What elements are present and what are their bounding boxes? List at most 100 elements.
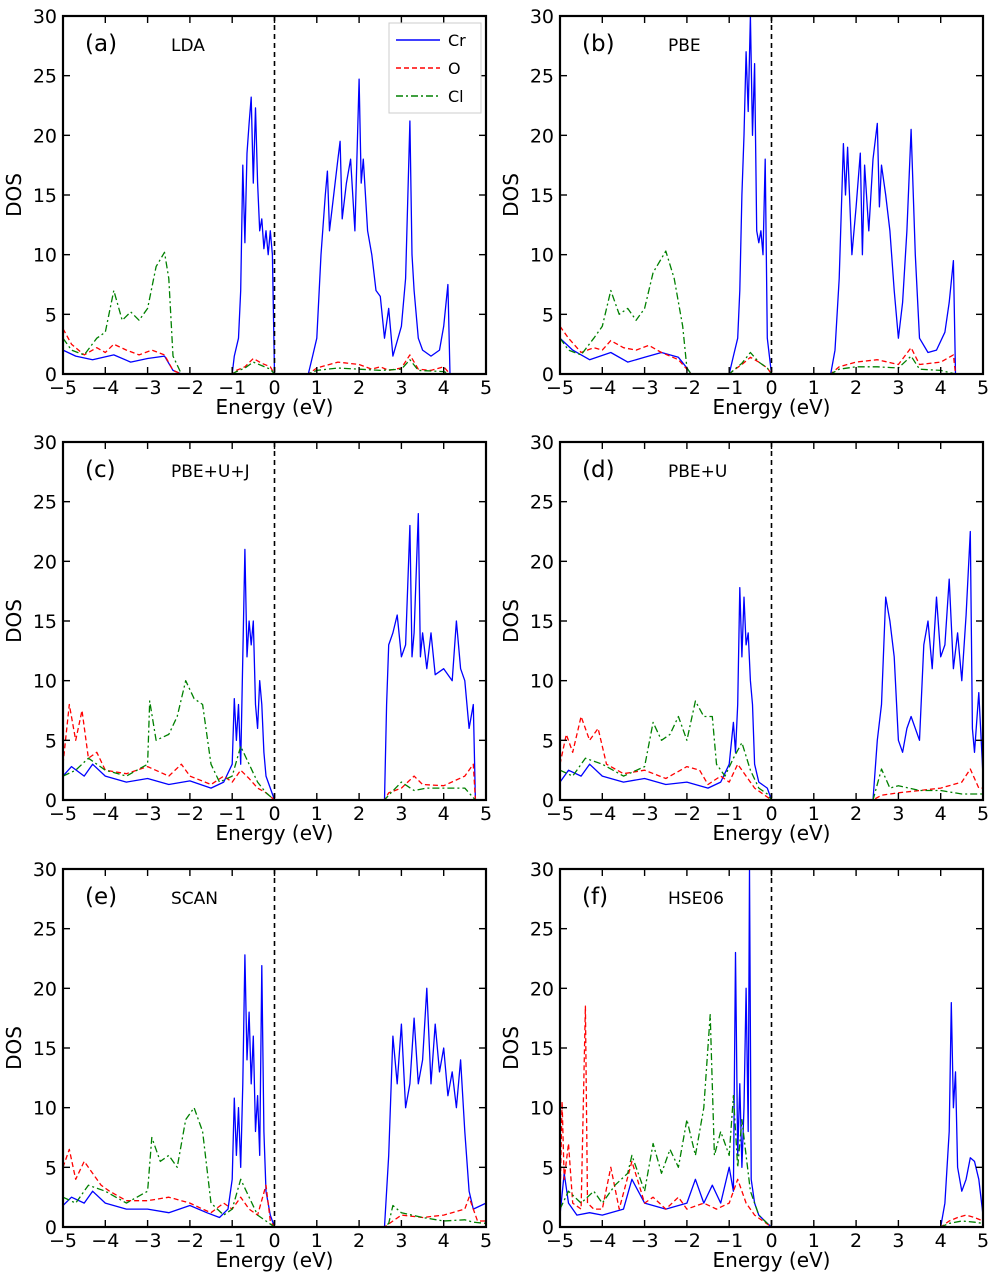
legend-label-cr: Cr	[448, 31, 466, 50]
legend-box	[388, 22, 482, 114]
y-tick-label: 25	[530, 66, 554, 88]
x-tick-label: 5	[977, 803, 989, 825]
x-tick-label: 4	[438, 803, 450, 825]
series-group	[560, 869, 983, 1227]
x-tick-label: 0	[765, 803, 777, 825]
y-axis-label: DOS	[499, 173, 523, 217]
x-tick-label: −4	[588, 1230, 616, 1252]
x-tick-label: −2	[673, 1230, 701, 1252]
series-line-cr	[63, 78, 451, 374]
y-axis-label: DOS	[499, 599, 523, 643]
series-line-o	[63, 703, 477, 800]
x-tick-label: −1	[218, 803, 246, 825]
panel-label: (a)	[85, 31, 117, 57]
x-tick-label: 0	[765, 1230, 777, 1252]
y-tick-label: 20	[33, 978, 57, 1000]
y-tick-label: 25	[530, 919, 554, 941]
y-tick-label: 5	[45, 304, 57, 326]
panel-label: (c)	[85, 457, 116, 483]
y-tick-label: 5	[45, 730, 57, 752]
x-axis-label: Energy (eV)	[216, 821, 334, 845]
y-tick-label: 5	[542, 1157, 554, 1179]
x-tick-label: −3	[631, 377, 659, 399]
x-tick-label: 5	[480, 377, 492, 399]
y-tick-label: 0	[542, 790, 554, 812]
series-group	[560, 530, 983, 800]
x-tick-label: −1	[218, 1230, 246, 1252]
y-tick-label: 10	[530, 671, 554, 693]
legend-label-cl: Cl	[448, 87, 464, 106]
series-line-cl	[63, 1107, 486, 1227]
series-line-o	[63, 1148, 486, 1227]
series-line-cl	[63, 251, 451, 374]
y-tick-label: 0	[542, 364, 554, 386]
x-tick-label: −2	[673, 803, 701, 825]
series-line-cr	[63, 512, 477, 800]
x-tick-label: −4	[91, 803, 119, 825]
x-tick-label: 4	[935, 1230, 947, 1252]
series-line-cr	[560, 16, 957, 374]
method-label: PBE	[668, 36, 701, 56]
series-line-o	[63, 328, 451, 374]
y-tick-label: 20	[530, 978, 554, 1000]
x-tick-label: −3	[631, 1230, 659, 1252]
y-tick-label: 0	[45, 1217, 57, 1239]
y-tick-label: 10	[530, 245, 554, 267]
x-axis-label: Energy (eV)	[713, 821, 831, 845]
series-line-cr	[560, 530, 983, 800]
panel-label: (b)	[582, 31, 615, 57]
x-tick-label: −2	[176, 377, 204, 399]
y-tick-label: 15	[33, 611, 57, 633]
x-tick-label: −1	[715, 803, 743, 825]
x-tick-label: 2	[850, 1230, 862, 1252]
y-tick-label: 20	[33, 551, 57, 573]
x-tick-label: 1	[311, 377, 323, 399]
y-tick-label: 30	[530, 859, 554, 881]
y-axis-label: DOS	[2, 1026, 26, 1070]
x-axis-label: Energy (eV)	[713, 395, 831, 419]
panel-label: (e)	[85, 884, 117, 910]
plot-frame	[558, 440, 985, 802]
x-axis-label: Energy (eV)	[216, 1248, 334, 1272]
x-tick-label: −4	[588, 377, 616, 399]
x-tick-label: 4	[438, 1230, 450, 1252]
x-tick-label: 1	[808, 377, 820, 399]
x-tick-label: −1	[715, 1230, 743, 1252]
x-tick-label: 2	[353, 377, 365, 399]
legend-label-o: O	[448, 59, 461, 78]
x-tick-label: 3	[395, 377, 407, 399]
y-tick-label: 15	[33, 185, 57, 207]
x-tick-label: 5	[977, 1230, 989, 1252]
x-tick-label: 1	[808, 803, 820, 825]
y-tick-label: 0	[45, 364, 57, 386]
x-tick-label: 0	[268, 377, 280, 399]
panel-label: (f)	[582, 884, 608, 910]
x-tick-label: −1	[218, 377, 246, 399]
x-tick-label: 0	[268, 803, 280, 825]
panel-c: −5 −4 −3 −2 −1 0 1 2 3 4 5 0 5 10 15 20 25 30 Energy (eV) D…	[2, 432, 492, 845]
y-tick-label: 15	[33, 1038, 57, 1060]
y-tick-label: 5	[542, 730, 554, 752]
x-tick-label: −4	[588, 803, 616, 825]
y-tick-label: 10	[33, 671, 57, 693]
series-line-o	[560, 325, 957, 374]
x-tick-label: −3	[134, 377, 162, 399]
y-tick-label: 0	[542, 1217, 554, 1239]
legend: Cr O Cl	[388, 22, 482, 114]
method-label: PBE+U	[668, 462, 727, 482]
series-group	[63, 78, 451, 374]
y-tick-label: 30	[530, 432, 554, 454]
x-tick-label: 1	[311, 1230, 323, 1252]
x-tick-label: 2	[353, 803, 365, 825]
x-tick-label: −2	[673, 377, 701, 399]
x-tick-label: 3	[395, 1230, 407, 1252]
panel-d: −5 −4 −3 −2 −1 0 1 2 3 4 5 0 5 10 15 20 25 30 Energy (eV) D…	[499, 432, 989, 845]
series-line-cr	[560, 869, 983, 1227]
x-tick-label: 3	[892, 1230, 904, 1252]
x-tick-label: −5	[546, 1230, 574, 1252]
y-tick-label: 30	[530, 6, 554, 28]
x-tick-label: −5	[49, 803, 77, 825]
panel-label: (d)	[582, 457, 615, 483]
x-tick-label: 4	[438, 377, 450, 399]
plot-frame	[558, 867, 985, 1229]
